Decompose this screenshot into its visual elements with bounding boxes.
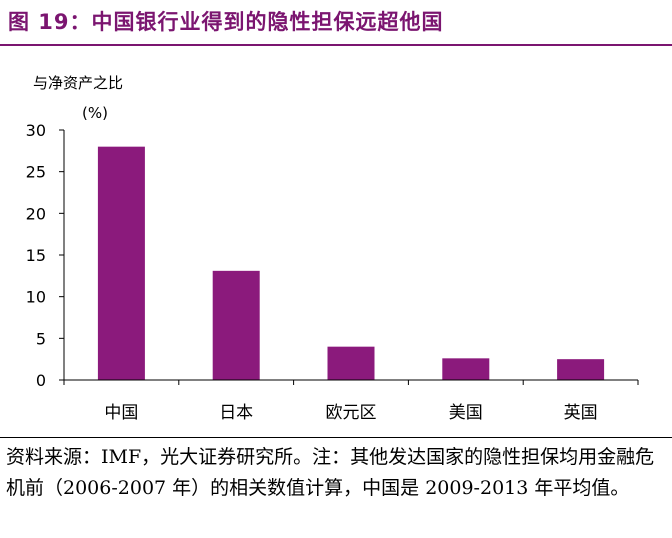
source-note: 资料来源：IMF，光大证券研究所。注：其他发达国家的隐性担保均用金融危机前（20… xyxy=(6,446,655,499)
x-tick-label: 中国 xyxy=(104,403,138,423)
y-tick-label: 0 xyxy=(36,371,46,390)
x-tick-label: 欧元区 xyxy=(326,403,377,423)
bar xyxy=(97,146,145,380)
y-tick-label: 20 xyxy=(26,204,46,223)
y-tick-label: 25 xyxy=(26,163,46,182)
y-axis-label: 与净资产之比 xyxy=(33,74,123,92)
y-tick-label: 5 xyxy=(36,329,46,348)
bar xyxy=(212,270,260,380)
x-axis: 中国 日本 欧元区 美国 英国 xyxy=(63,379,639,423)
x-tick-label: 美国 xyxy=(449,403,483,423)
y-tick-label: 30 xyxy=(26,121,46,140)
bar-chart: 与净资产之比 (%) 0 5 10 15 20 25 30 中国 日本 欧元区 美国 英国 xyxy=(26,74,639,423)
bar xyxy=(442,358,490,380)
x-tick-label: 日本 xyxy=(219,403,253,423)
bars-group xyxy=(97,146,605,380)
y-axis: 0 5 10 15 20 25 30 xyxy=(26,121,65,390)
title-divider xyxy=(0,44,672,46)
figure-title: 图 19：中国银行业得到的隐性担保远超他国 xyxy=(8,10,444,34)
bar xyxy=(327,346,375,380)
x-tick-label: 英国 xyxy=(564,403,598,423)
y-axis-unit: (%) xyxy=(82,104,108,122)
source-divider xyxy=(0,437,672,438)
bar xyxy=(557,359,605,380)
y-tick-label: 15 xyxy=(26,246,46,265)
y-tick-label: 10 xyxy=(26,288,46,307)
